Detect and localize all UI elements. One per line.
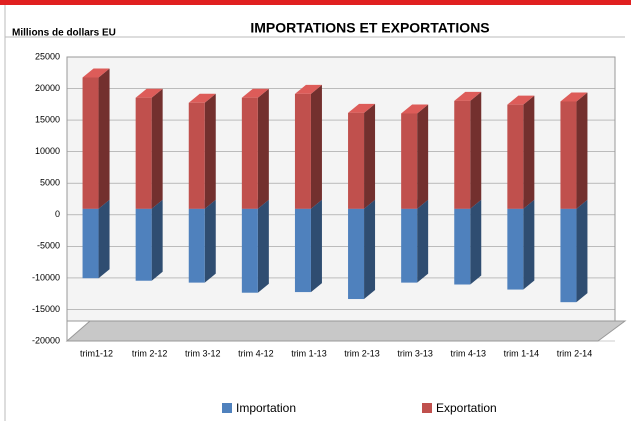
bar [294,93,311,209]
bar-side [98,68,110,209]
bar-side [523,95,535,209]
bar-side [417,199,429,283]
y-tick-label: -10000 [32,272,60,282]
bar [560,101,577,209]
bar [135,208,152,281]
bar [454,100,471,209]
bar-top [188,93,216,103]
x-tick-label: trim 2-14 [557,348,593,358]
y-tick-label: 15000 [35,114,60,124]
bar [241,97,258,209]
y-tick-label: 25000 [35,51,60,61]
bar-side [204,93,216,209]
bar [135,97,152,209]
bar [188,208,205,283]
bar [294,208,311,293]
bar-top [560,92,588,102]
y-tick-label: -15000 [32,304,60,314]
legend-label: Importation [236,401,296,415]
y-tick-label: 20000 [35,83,60,93]
x-tick-label: trim 2-13 [344,348,380,358]
bar [560,208,577,303]
bar-top [241,88,269,98]
bar-top [507,95,535,105]
x-tick-label: trim 4-12 [238,348,274,358]
bar-top [135,88,163,98]
bar-top [294,84,322,94]
bar-side [470,91,482,209]
bar-side [257,199,269,293]
x-tick-label: trim 1-14 [504,348,540,358]
bar [401,113,418,209]
bar-side [257,88,269,209]
bar [507,208,524,290]
bar-side [98,199,110,279]
bar-side [576,92,588,209]
y-tick-label: -20000 [32,335,60,345]
y-tick-label: -5000 [37,241,60,251]
bar-top [401,104,429,114]
bar-side [470,199,482,285]
legend-swatch [422,403,432,413]
bar-side [417,104,429,209]
bar-top [348,103,376,113]
bar-side [364,199,376,300]
x-tick-label: trim1-12 [80,348,113,358]
bar-side [151,88,163,209]
bar [348,112,365,209]
bar [82,77,99,209]
x-tick-label: trim 2-12 [132,348,168,358]
bar-side [310,199,322,293]
bar [348,208,365,300]
y-axis-label: Millions de dollars EU [12,28,116,39]
legend-swatch [222,403,232,413]
bar-side [204,199,216,283]
bar [82,208,99,279]
bar-side [310,84,322,209]
y-tick-label: 10000 [35,146,60,156]
bar [507,104,524,209]
chart-title: IMPORTATIONS ET EXPORTATIONS [250,20,489,36]
bar-side [151,199,163,281]
legend-label: Exportation [436,401,497,415]
y-tick-label: 5000 [40,178,60,188]
x-tick-label: trim 1-13 [291,348,327,358]
y-tick-label: 0 [55,209,60,219]
bar [241,208,258,293]
bar-top [82,68,110,78]
floor [65,320,627,342]
bar-side [364,103,376,209]
bar [401,208,418,283]
x-tick-label: trim 3-12 [185,348,221,358]
x-tick-label: trim 3-13 [397,348,433,358]
top-strip [0,0,631,5]
x-tick-label: trim 4-13 [450,348,486,358]
bar [454,208,471,285]
bar [188,102,205,209]
bar-side [576,199,588,303]
bar-side [523,199,535,290]
bar-top [454,91,482,101]
